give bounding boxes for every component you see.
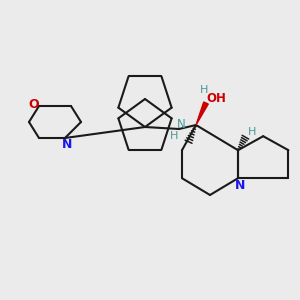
Text: H: H: [200, 85, 208, 95]
Text: O: O: [29, 98, 39, 110]
Text: N: N: [235, 179, 245, 192]
Polygon shape: [196, 102, 208, 125]
Text: H: H: [248, 127, 256, 137]
Text: N: N: [177, 118, 185, 130]
Text: OH: OH: [206, 92, 226, 106]
Text: H: H: [170, 131, 178, 141]
Text: N: N: [62, 137, 72, 151]
